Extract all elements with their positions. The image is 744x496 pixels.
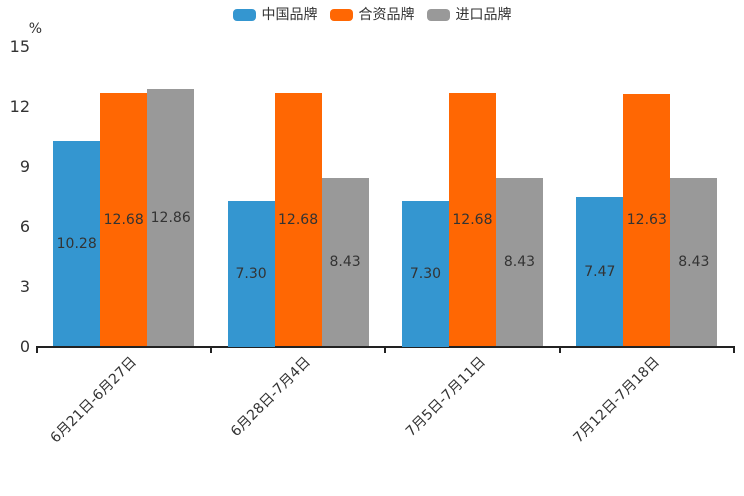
- y-axis-unit-label: %: [28, 21, 42, 37]
- x-axis-tick-label: 6月21日-6月27日: [47, 354, 141, 447]
- bar-series2-period2[interactable]: [495, 177, 543, 347]
- bar-value-label: 10.28: [56, 235, 97, 252]
- legend-marker-icon: [329, 9, 353, 21]
- legend-item-0[interactable]: 中国品牌: [232, 6, 318, 24]
- bar-value-label: 7.30: [409, 265, 442, 282]
- bar-series1-period0[interactable]: [100, 92, 148, 347]
- x-axis-tick: [384, 347, 387, 353]
- y-axis-tick-label: 12: [9, 96, 30, 116]
- y-axis-tick-label: 0: [19, 336, 30, 356]
- y-axis-tick-label: 6: [19, 216, 30, 236]
- legend-marker-icon: [426, 9, 450, 21]
- legend: 中国品牌 合资品牌 进口品牌: [0, 6, 744, 24]
- bar-series2-period1[interactable]: [321, 177, 369, 347]
- bar-value-label: 7.30: [235, 265, 267, 282]
- legend-label: 进口品牌: [455, 7, 512, 23]
- x-axis-tick: [35, 347, 38, 353]
- bar-series0-period1[interactable]: [227, 200, 275, 347]
- y-axis-tick-label: 9: [19, 156, 30, 176]
- legend-label: 中国品牌: [261, 7, 318, 23]
- bar-series1-period2[interactable]: [448, 92, 496, 347]
- x-axis-tick: [558, 347, 561, 353]
- bar-series0-period0[interactable]: [53, 140, 101, 347]
- bar-series0-period3[interactable]: [576, 197, 624, 347]
- bar-value-label: 12.68: [452, 211, 493, 228]
- y-axis-tick-label: 3: [19, 276, 30, 296]
- y-axis-tick-label: 15: [9, 36, 30, 56]
- legend-label: 合资品牌: [358, 7, 415, 23]
- bar-series1-period1[interactable]: [274, 92, 322, 347]
- bar-value-label: 8.43: [329, 254, 361, 271]
- x-axis-tick: [733, 347, 735, 353]
- bar-value-label: 8.43: [678, 254, 710, 271]
- x-axis-tick-label: 6月28日-7月4日: [228, 354, 315, 440]
- legend-item-2[interactable]: 进口品牌: [426, 6, 512, 24]
- bar-series2-period0[interactable]: [147, 89, 195, 347]
- x-axis-tick-label: 7月5日-7月11日: [402, 354, 489, 440]
- bar-value-label: 8.43: [503, 254, 536, 271]
- bar-series1-period3[interactable]: [623, 93, 671, 347]
- legend-item-1[interactable]: 合资品牌: [329, 6, 415, 24]
- bar-value-label: 12.68: [278, 211, 319, 228]
- x-axis-tick-label: 7月12日-7月18日: [570, 354, 664, 447]
- bar-value-label: 12.68: [103, 211, 144, 228]
- bar-series0-period2[interactable]: [401, 200, 449, 347]
- bar-series2-period3[interactable]: [670, 177, 718, 347]
- legend-marker-icon: [232, 9, 256, 21]
- bar-value-label: 7.47: [584, 263, 616, 280]
- x-axis-line: [35, 345, 735, 348]
- bar-value-label: 12.86: [150, 209, 191, 226]
- bar-value-label: 12.63: [626, 212, 667, 229]
- x-axis-tick: [209, 347, 212, 353]
